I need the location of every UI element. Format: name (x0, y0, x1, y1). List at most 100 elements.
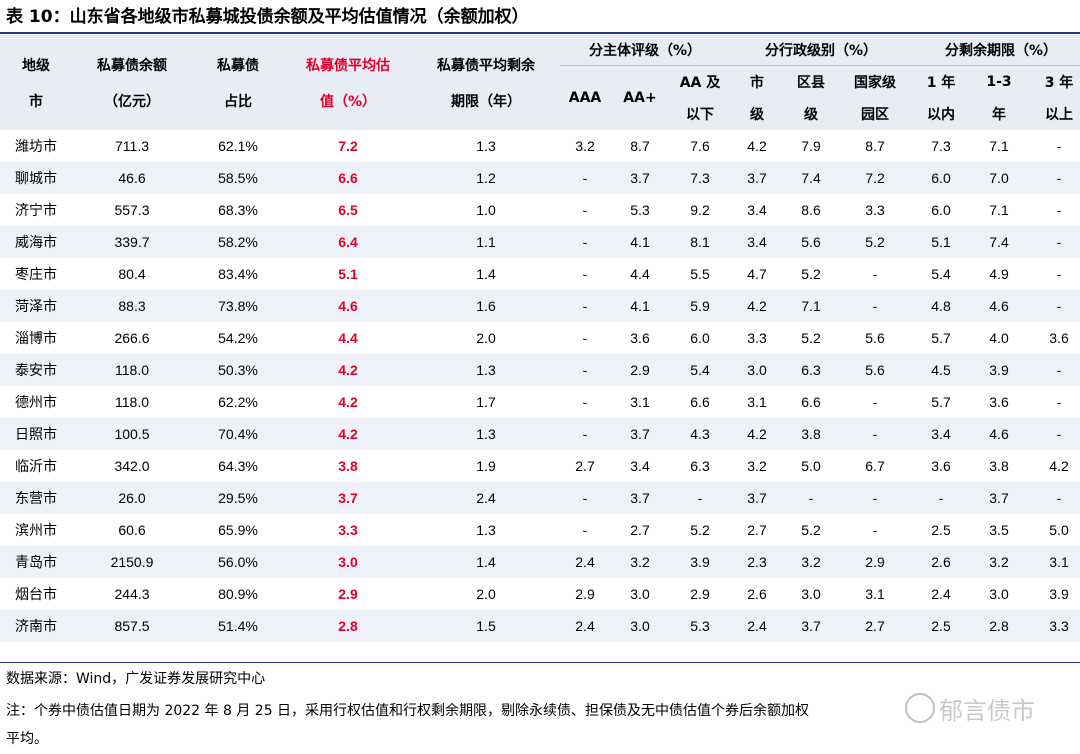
header-aa-below-1: AA 及 (670, 65, 730, 98)
cell-city: 青岛市 (0, 546, 72, 578)
header-valuation: 私募债平均估 值（%） (284, 35, 412, 130)
cell-share: 83.4% (192, 258, 284, 290)
cell-rem-1-3y: 4.6 (970, 290, 1028, 322)
cell-aa-plus: 3.0 (610, 610, 670, 642)
cell-valuation: 4.2 (284, 418, 412, 450)
cell-admin-city: 2.7 (730, 514, 784, 546)
cell-balance: 2150.9 (72, 546, 192, 578)
cell-aa-below: 2.9 (670, 578, 730, 610)
cell-city: 聊城市 (0, 162, 72, 194)
cell-admin-county: 5.6 (784, 226, 838, 258)
cell-aa-plus: 8.7 (610, 130, 670, 162)
cell-share: 58.5% (192, 162, 284, 194)
cell-city: 滨州市 (0, 514, 72, 546)
cell-aaa: - (560, 354, 610, 386)
cell-share: 62.2% (192, 386, 284, 418)
table-row: 东营市 26.0 29.5% 3.7 2.4-3.7-3.7- - -3.7- (0, 482, 1080, 514)
cell-aa-below: 5.9 (670, 290, 730, 322)
cell-term: 1.1 (412, 226, 560, 258)
cell-share: 54.2% (192, 322, 284, 354)
cell-aa-below: 6.0 (670, 322, 730, 354)
cell-valuation: 3.3 (284, 514, 412, 546)
cell-city: 淄博市 (0, 322, 72, 354)
table-row: 泰安市 118.0 50.3% 4.2 1.3-2.9 5.4 3.0 6.3 5.6 4.5 3.… (0, 354, 1080, 386)
cell-aaa: - (560, 162, 610, 194)
cell-admin-county: 7.1 (784, 290, 838, 322)
cell-valuation: 5.1 (284, 258, 412, 290)
cell-valuation: 6.5 (284, 194, 412, 226)
cell-share: 50.3% (192, 354, 284, 386)
source-note: 数据来源：Wind，广发证券发展研究中心 (6, 671, 266, 687)
cell-admin-county: 3.0 (784, 578, 838, 610)
cell-rem-1-3y: 3.6 (970, 386, 1028, 418)
cell-valuation: 2.9 (284, 578, 412, 610)
cell-rem-3y: 3.1 (1028, 546, 1080, 578)
cell-rem-1y: 5.1 (912, 226, 970, 258)
cell-admin-county: 7.9 (784, 130, 838, 162)
cell-share: 58.2% (192, 226, 284, 258)
header-share: 私募债 占比 (192, 35, 284, 130)
cell-rem-1-3y: 7.1 (970, 130, 1028, 162)
cell-aa-below: 6.3 (670, 450, 730, 482)
cell-aaa: - (560, 194, 610, 226)
cell-admin-county: 7.4 (784, 162, 838, 194)
header-rem-13-1: 1-3 (970, 65, 1028, 98)
cell-aa-plus: 3.1 (610, 386, 670, 418)
cell-rem-1y: - (912, 482, 970, 514)
cell-aa-below: 9.2 (670, 194, 730, 226)
table-row: 临沂市 342.0 64.3% 3.8 1.9 2.7 3.4 6.3 3.2 5.0 6.7 3.6… (0, 450, 1080, 482)
cell-rem-3y: 4.2 (1028, 450, 1080, 482)
cell-aaa: - (560, 386, 610, 418)
cell-aa-below: 8.1 (670, 226, 730, 258)
cell-rem-1-3y: 3.8 (970, 450, 1028, 482)
cell-aaa: - (560, 418, 610, 450)
cell-term: 1.4 (412, 546, 560, 578)
cell-admin-park: 5.6 (838, 354, 912, 386)
cell-term: 1.5 (412, 610, 560, 642)
cell-admin-city: 3.4 (730, 194, 784, 226)
cell-rem-3y: 3.6 (1028, 322, 1080, 354)
cell-aa-below: 5.4 (670, 354, 730, 386)
cell-aaa: - (560, 482, 610, 514)
cell-city: 济南市 (0, 610, 72, 642)
top-rule (0, 32, 1080, 34)
table-row: 威海市 339.7 58.2% 6.4 1.1-4.1 8.1 3.4 5.6 5.2 5.1 7.… (0, 226, 1080, 258)
cell-rem-1y: 2.6 (912, 546, 970, 578)
cell-city: 泰安市 (0, 354, 72, 386)
cell-term: 1.4 (412, 258, 560, 290)
cell-admin-city: 2.3 (730, 546, 784, 578)
cell-rem-1-3y: 2.8 (970, 610, 1028, 642)
cell-rem-1-3y: 7.0 (970, 162, 1028, 194)
footnote-line-2: 平均。 (6, 731, 48, 747)
cell-admin-county: 6.3 (784, 354, 838, 386)
cell-rem-1-3y: 3.2 (970, 546, 1028, 578)
data-table: 地级市 私募债余额 （亿元） 私募债 占比 私募债平均估 值（%） 私募债平均剩余 期限… (0, 35, 1080, 642)
cell-admin-city: 4.2 (730, 130, 784, 162)
cell-city: 东营市 (0, 482, 72, 514)
table-row: 淄博市 266.6 54.2% 4.4 2.0-3.6 6.0 3.3 5.2 5.6 5.7 4.… (0, 322, 1080, 354)
cell-rem-1y: 4.8 (912, 290, 970, 322)
header-admin-county-1: 区县 (784, 65, 838, 98)
cell-admin-park: 3.1 (838, 578, 912, 610)
cell-city: 日照市 (0, 418, 72, 450)
cell-city: 潍坊市 (0, 130, 72, 162)
cell-aa-plus: 3.7 (610, 482, 670, 514)
cell-share: 73.8% (192, 290, 284, 322)
cell-term: 1.2 (412, 162, 560, 194)
cell-admin-city: 3.2 (730, 450, 784, 482)
header-group-admin: 分行政级别（%） (730, 35, 912, 66)
cell-aa-below: 4.3 (670, 418, 730, 450)
cell-admin-county: 8.6 (784, 194, 838, 226)
cell-share: 56.0% (192, 546, 284, 578)
cell-aa-plus: 3.4 (610, 450, 670, 482)
cell-city: 临沂市 (0, 450, 72, 482)
cell-admin-park: - (838, 290, 912, 322)
cell-rem-3y: - (1028, 418, 1080, 450)
cell-rem-1-3y: 7.1 (970, 194, 1028, 226)
cell-valuation: 3.8 (284, 450, 412, 482)
cell-balance: 60.6 (72, 514, 192, 546)
cell-term: 1.3 (412, 130, 560, 162)
cell-admin-city: 3.3 (730, 322, 784, 354)
table-row: 聊城市 46.6 58.5% 6.6 1.2-3.7 7.3 3.7 7.4 7.2 6.0 7.0… (0, 162, 1080, 194)
cell-admin-park: - (838, 482, 912, 514)
